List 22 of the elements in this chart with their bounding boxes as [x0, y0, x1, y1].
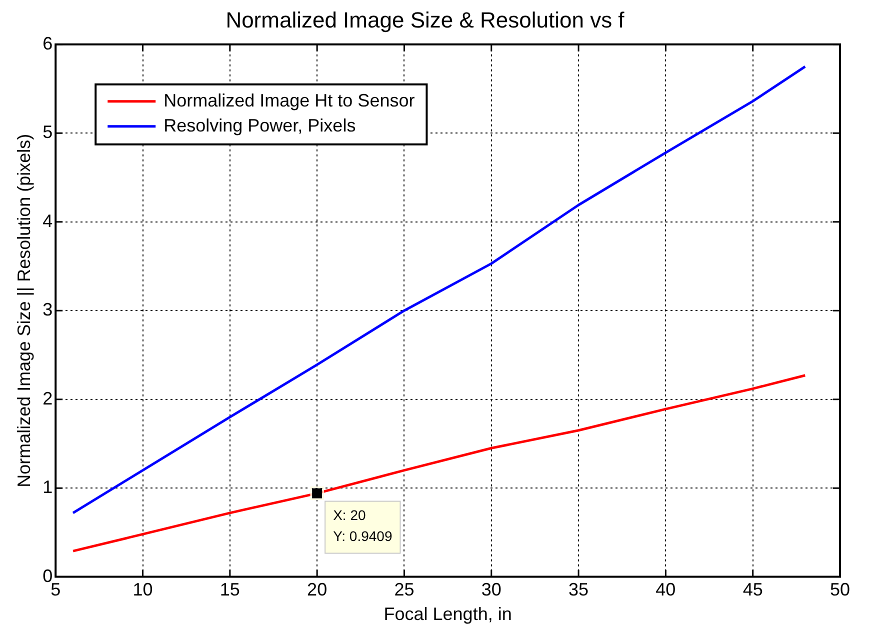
- y-tick-label: 5: [42, 122, 53, 142]
- x-axis-title: Focal Length, in: [384, 604, 512, 624]
- y-tick-label: 2: [42, 388, 53, 408]
- legend-label: Resolving Power, Pixels: [164, 115, 356, 136]
- y-tick-label: 0: [42, 566, 53, 586]
- legend-label: Normalized Image Ht to Sensor: [164, 90, 415, 110]
- y-tick-label: 1: [42, 477, 53, 498]
- annotation: X: 20 Y: 0.9409: [333, 507, 392, 544]
- x-tick-label: 35: [568, 580, 589, 600]
- x-tick-label: 45: [742, 580, 763, 600]
- y-tick-label: 6: [42, 33, 53, 54]
- x-tick-label: 50: [830, 580, 850, 600]
- y-tick-label: 4: [42, 210, 53, 231]
- x-tick-label: 40: [656, 580, 676, 600]
- x-tick-label: 10: [132, 580, 153, 600]
- chart-title: Normalized Image Size & Resolution vs f: [226, 7, 626, 32]
- y-tick-label: 3: [42, 300, 53, 320]
- x-tick-label: 15: [220, 580, 240, 600]
- x-tick-label: 30: [481, 580, 502, 600]
- x-tick-label: 20: [307, 580, 328, 600]
- x-tick-label: 25: [394, 580, 414, 600]
- y-axis-title: Normalized Image Size || Resolution (pixels): [14, 134, 34, 488]
